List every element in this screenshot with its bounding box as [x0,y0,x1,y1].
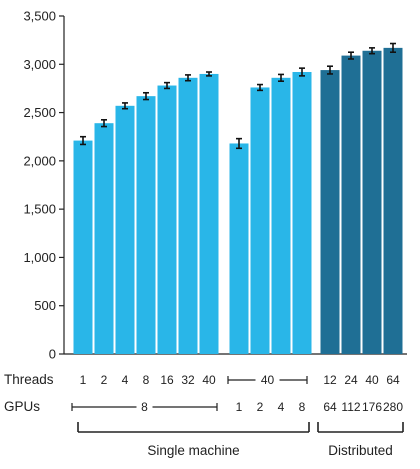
threads-tick-label: 1 [80,373,87,387]
gpus-span-label: 8 [141,400,148,414]
gpus-tick-label: 2 [257,400,264,414]
threads-tick-label: 40 [202,373,216,387]
bar [136,96,156,354]
distributed-bracket-label: Distributed [328,443,393,458]
threads-tick-label: 2 [101,373,108,387]
group-brackets: Single machine Distributed [77,422,404,458]
bar [178,77,198,354]
threads-span-label: 40 [261,373,275,387]
gpus-row-label: GPUs [4,399,40,414]
y-tick-label: 3,000 [23,57,56,72]
bar [362,50,382,354]
gpus-tick-label: 1 [236,400,243,414]
gpus-tick-label: 64 [323,400,337,414]
bars [73,47,403,355]
error-bars [80,42,396,150]
gpus-tick-label: 112 [341,400,360,414]
y-axis: 0 500 1,000 1,500 2,000 2,500 3,000 3,500 [23,9,407,362]
bar [199,73,219,354]
y-tick-label: 1,500 [23,202,56,217]
threads-tick-label: 40 [365,373,379,387]
y-tick-label: 1,000 [23,250,56,265]
bar [250,87,270,354]
y-tick-label: 3,500 [23,9,56,24]
gpus-tick-label: 4 [278,400,285,414]
gpus-tick-label: 176 [362,400,382,414]
y-tick-label: 2,000 [23,153,56,168]
bar [73,140,93,354]
threads-tick-label: 8 [143,373,150,387]
threads-tick-label: 4 [122,373,129,387]
bar [271,77,291,354]
y-tick-label: 500 [34,298,56,313]
y-tick-label: 2,500 [23,105,56,120]
bar [115,105,135,354]
threads-tick-label: 12 [323,373,337,387]
bar [94,123,114,355]
threads-row-label: Threads [4,372,54,387]
bar [292,72,312,355]
y-tick-label: 0 [49,347,56,362]
threads-tick-label: 16 [160,373,174,387]
bar [341,55,361,354]
bar [229,143,249,354]
threads-tick-label: 32 [181,373,195,387]
bar [157,85,177,354]
category-rows: Threads GPUs 1 2 4 8 16 32 40 40 12 24 40 648 1 2 4 8 64… [4,372,403,414]
bar [320,70,340,354]
bar [383,47,403,355]
single-machine-bracket-label: Single machine [147,443,239,458]
gpus-tick-label: 8 [299,400,306,414]
threads-tick-label: 64 [386,373,400,387]
threads-tick-label: 24 [344,373,358,387]
gpus-tick-label: 280 [383,400,403,414]
